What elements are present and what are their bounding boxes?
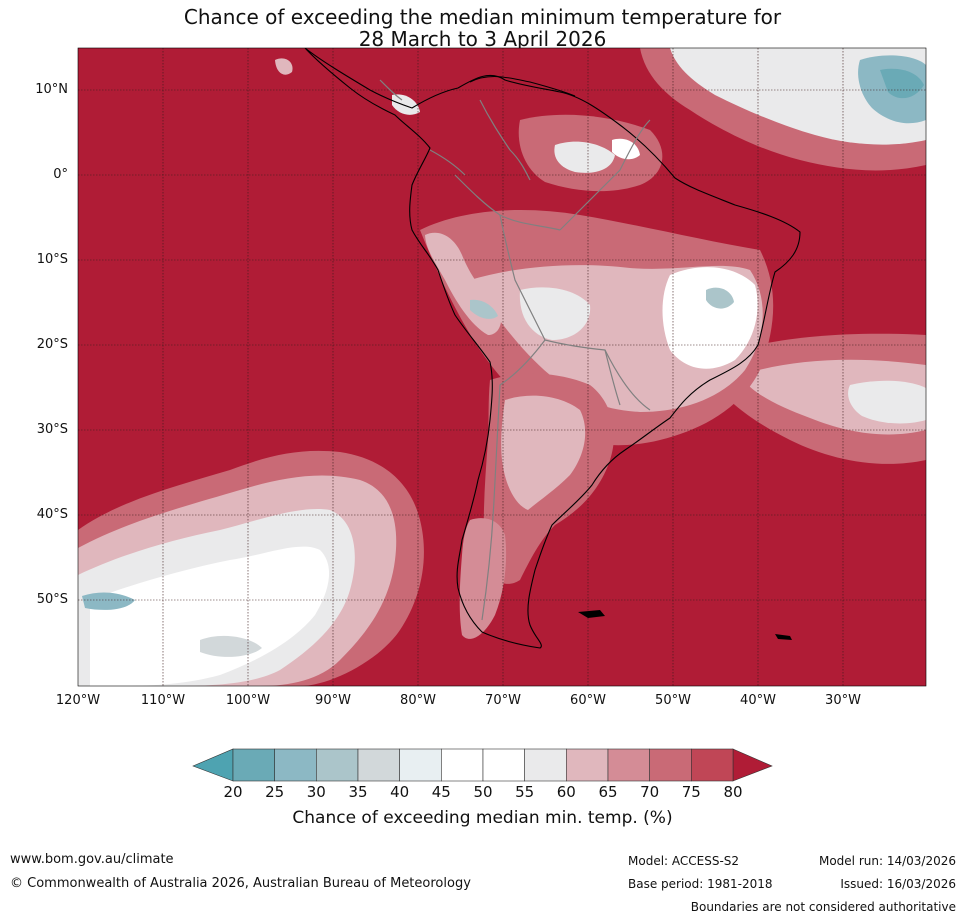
colorbar-swatch bbox=[357, 748, 400, 782]
graticule bbox=[78, 48, 926, 686]
border-line bbox=[481, 339, 546, 621]
field-patch-central-america bbox=[275, 58, 293, 75]
lat-label-50s: 50°S bbox=[36, 592, 68, 607]
lon-label-100w: 100°W bbox=[225, 693, 271, 708]
field-patch-pacific-white bbox=[90, 546, 330, 686]
lon-label-60w: 60°W bbox=[570, 693, 606, 708]
boundary-disclaimer: Boundaries are not considered authoritat… bbox=[690, 900, 956, 914]
lat-label-40s: 40°S bbox=[36, 507, 68, 522]
map-title-line2: 28 March to 3 April 2026 bbox=[358, 27, 607, 51]
border-line bbox=[479, 99, 531, 181]
field-patch-pacific-pale-blue bbox=[200, 635, 262, 657]
lat-label-20s: 20°S bbox=[36, 337, 68, 352]
colorbar-tick-label: 60 bbox=[556, 783, 576, 801]
border-line bbox=[499, 214, 546, 341]
colorbar-tick-label: 20 bbox=[223, 783, 243, 801]
field-patch-natl-teal-dark bbox=[880, 68, 924, 99]
colorbar-swatch bbox=[441, 748, 484, 782]
lon-label-110w: 110°W bbox=[140, 693, 186, 708]
field-patch-satl-white bbox=[848, 380, 926, 424]
colorbar-swatch bbox=[691, 748, 734, 782]
lon-label-30w: 30°W bbox=[825, 693, 861, 708]
field-patch-guiana-light bbox=[554, 141, 615, 173]
colorbar-swatch bbox=[566, 748, 609, 782]
colorbar-tick-label: 25 bbox=[265, 783, 285, 801]
colorbar-swatch bbox=[524, 748, 567, 782]
border-line bbox=[379, 79, 403, 101]
colorbar-swatch bbox=[316, 748, 359, 782]
model-run-date: Model run: 14/03/2026 bbox=[818, 854, 956, 868]
map-frame bbox=[77, 47, 927, 687]
colorbar-tick-label: 80 bbox=[723, 783, 743, 801]
field-patch-argentina-light bbox=[501, 395, 586, 510]
lat-label-10s: 10°S bbox=[36, 252, 68, 267]
field-patch-brazil-white bbox=[662, 267, 758, 369]
bom-url: www.bom.gov.au/climate bbox=[10, 852, 174, 867]
colorbar-tick-label: 45 bbox=[431, 783, 451, 801]
colorbar-tick-label: 50 bbox=[473, 783, 493, 801]
colorbar-swatch bbox=[399, 748, 442, 782]
lon-label-50w: 50°W bbox=[655, 693, 691, 708]
lon-label-40w: 40°W bbox=[740, 693, 776, 708]
lon-label-80w: 80°W bbox=[400, 693, 436, 708]
field-patch-pacific-teal bbox=[82, 592, 135, 610]
border-line bbox=[429, 149, 466, 176]
lat-label-30s: 30°S bbox=[36, 422, 68, 437]
colorbar-swatch bbox=[649, 748, 692, 782]
colorbar-tick-label: 70 bbox=[640, 783, 660, 801]
lon-label-70w: 70°W bbox=[485, 693, 521, 708]
field-patch-bolivia-white bbox=[519, 287, 591, 340]
issued-date: Issued: 16/03/2026 bbox=[840, 877, 956, 891]
probability-field bbox=[78, 48, 926, 686]
colorbar-high-extension bbox=[732, 748, 773, 782]
colorbar-swatch bbox=[607, 748, 650, 782]
colorbar bbox=[192, 748, 773, 782]
colorbar-tick-label: 65 bbox=[598, 783, 618, 801]
south-america-coastline bbox=[304, 48, 801, 649]
colorbar-low-extension bbox=[192, 748, 234, 782]
colorbar-swatch bbox=[232, 748, 275, 782]
caribbean-coast bbox=[469, 76, 576, 97]
base-period: Base period: 1981-2018 bbox=[628, 877, 773, 891]
lat-label-10n: 10°N bbox=[35, 82, 68, 97]
field-patch-panama bbox=[392, 94, 420, 115]
model-name: Model: ACCESS-S2 bbox=[628, 854, 740, 868]
field-patch-brazil-teal bbox=[706, 287, 734, 309]
lon-label-90w: 90°W bbox=[315, 693, 351, 708]
colorbar-tick-label: 30 bbox=[306, 783, 326, 801]
lon-label-120w: 120°W bbox=[55, 693, 101, 708]
colorbar-tick-label: 40 bbox=[390, 783, 410, 801]
falklands bbox=[578, 610, 605, 618]
colorbar-tick-label: 55 bbox=[515, 783, 535, 801]
colorbar-tick-label: 75 bbox=[681, 783, 701, 801]
lat-label-0: 0° bbox=[53, 167, 68, 182]
border-line bbox=[559, 119, 651, 231]
field-patch-patagonia bbox=[459, 518, 507, 639]
field-patch-peru-teal bbox=[470, 299, 498, 319]
copyright-notice: © Commonwealth of Australia 2026, Austra… bbox=[10, 876, 471, 891]
south-georgia bbox=[775, 634, 792, 640]
colorbar-tick-label: 35 bbox=[348, 783, 368, 801]
colorbar-swatch bbox=[482, 748, 525, 782]
colorbar-swatch bbox=[274, 748, 317, 782]
map-title-line1: Chance of exceeding the median minimum t… bbox=[183, 5, 782, 29]
country-borders bbox=[379, 79, 651, 621]
colorbar-title: Chance of exceeding median min. temp. (%… bbox=[292, 808, 673, 828]
border-line bbox=[604, 349, 651, 411]
